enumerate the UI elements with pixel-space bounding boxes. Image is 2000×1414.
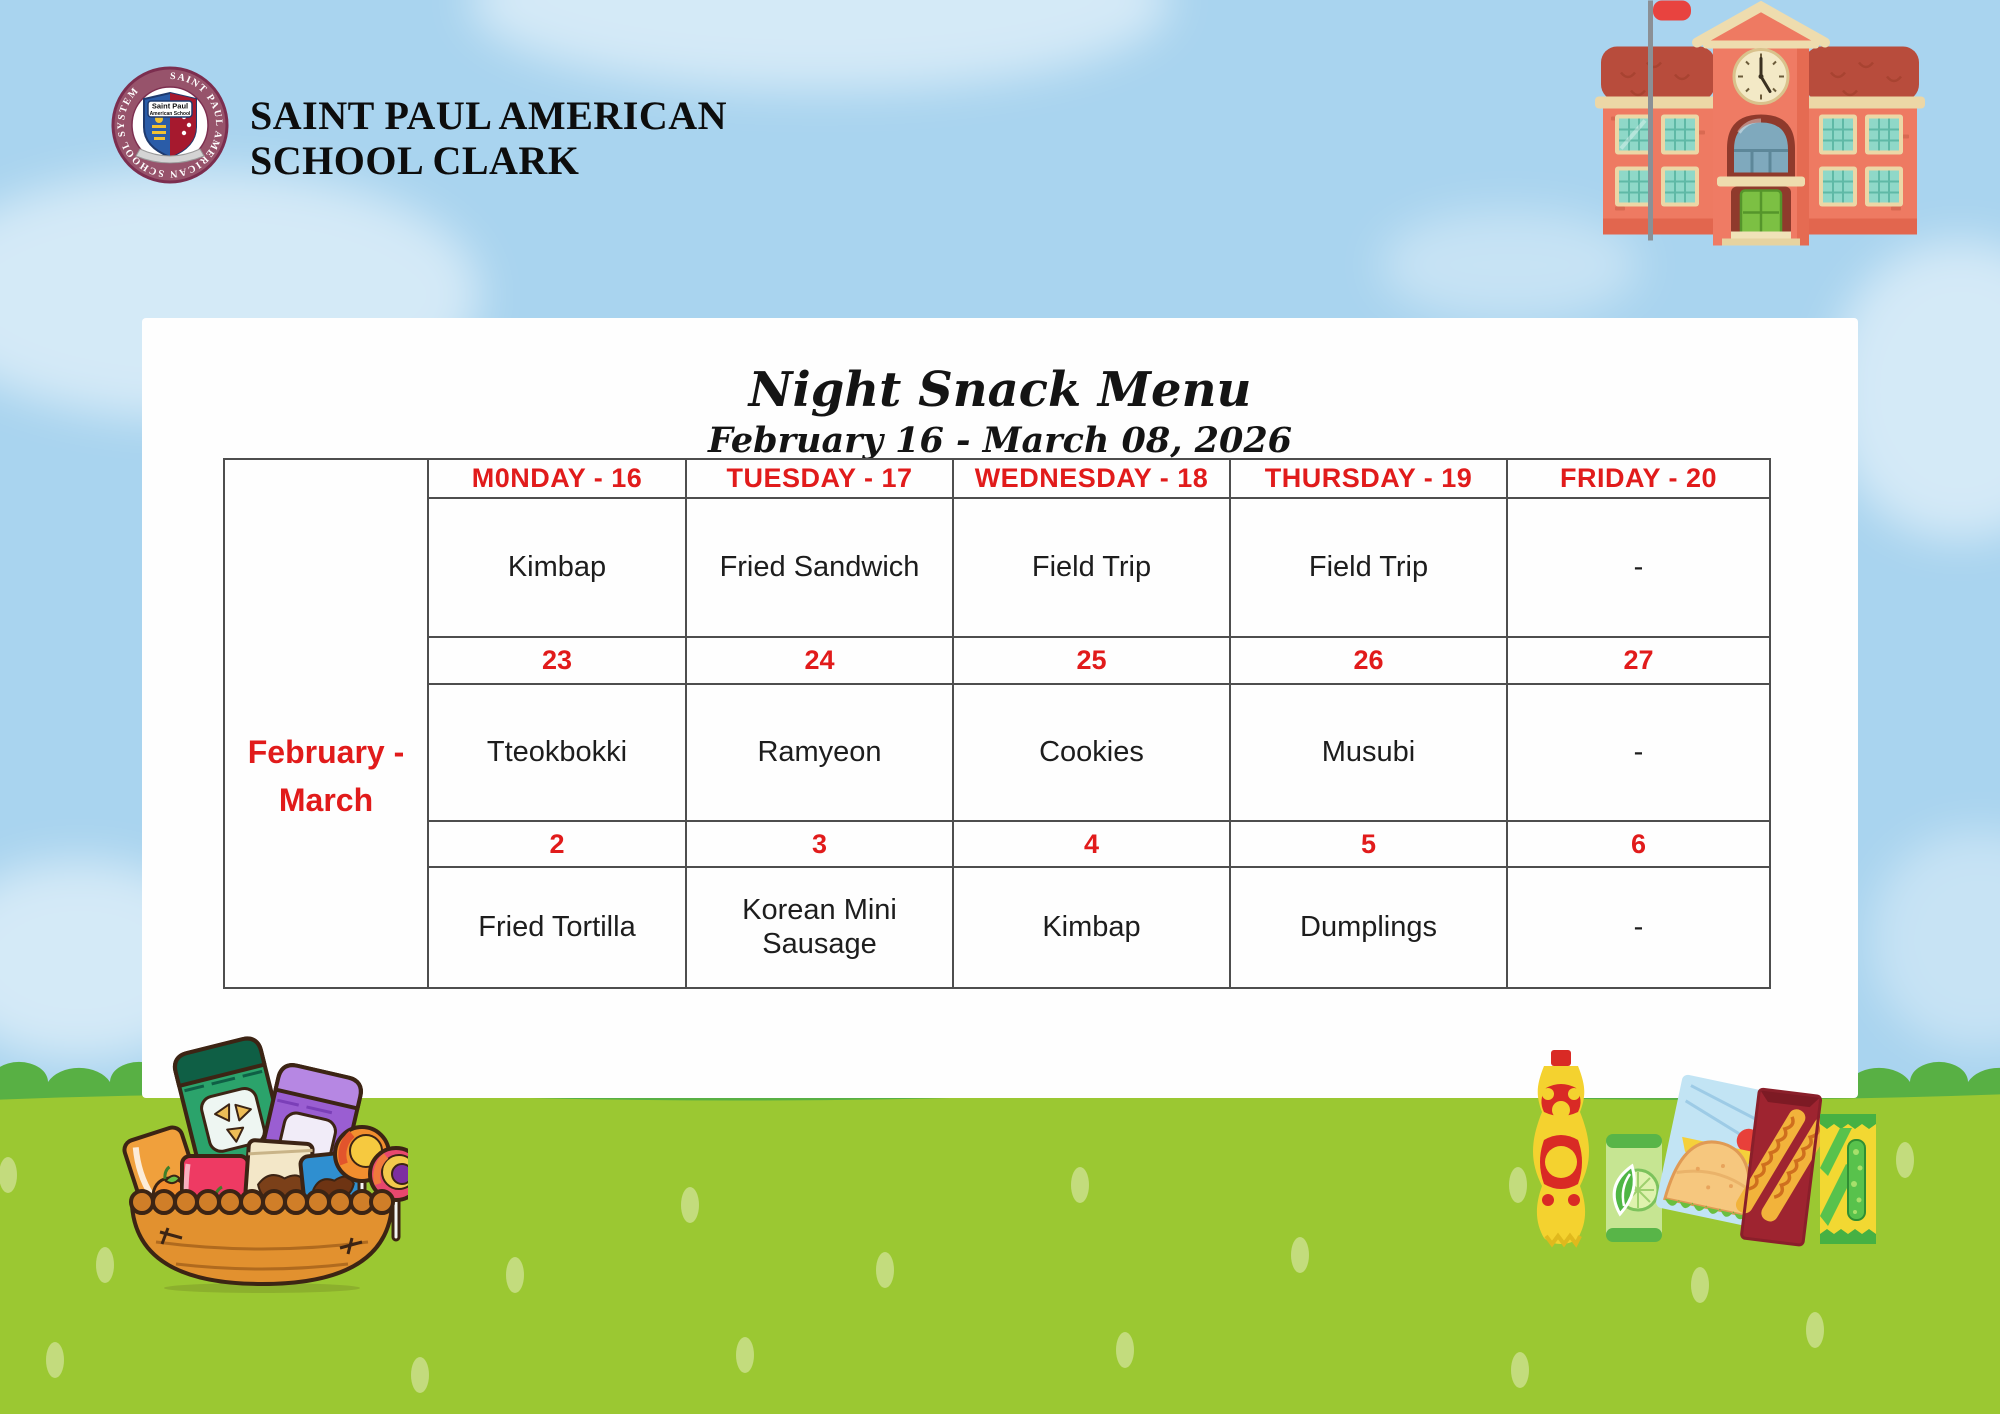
bottle: [1533, 1050, 1589, 1248]
date-cell: 26: [1229, 636, 1508, 685]
menu-cell: Field Trip: [1229, 497, 1508, 638]
date-cell: 24: [685, 636, 954, 685]
date-cell: 3: [685, 820, 954, 868]
menu-cell: Tteokbokki: [427, 683, 687, 822]
menu-cell: -: [1506, 866, 1771, 989]
school-name: SAINT PAUL AMERICAN SCHOOL CLARK: [250, 93, 727, 184]
date-cell: 25: [952, 636, 1231, 685]
menu-cell: Musubi: [1229, 683, 1508, 822]
school-seal-logo: SAINT PAUL AMERICAN SCHOOL SYSTEM Saint …: [111, 66, 229, 184]
header-cell-thursday: THURSDAY - 19: [1229, 458, 1508, 499]
menu-cell: Cookies: [952, 683, 1231, 822]
menu-cell: Dumplings: [1229, 866, 1508, 989]
menu-cell: -: [1506, 497, 1771, 638]
snack-menu-table: February - March M0NDAY - 16 TUESDAY - 1…: [223, 458, 1771, 989]
seal-banner-line2: American School: [150, 111, 191, 117]
snack-bag: [1820, 1114, 1876, 1244]
month-label: February - March: [247, 733, 405, 818]
date-cell: 4: [952, 820, 1231, 868]
header-cell-friday: FRIDAY - 20: [1506, 458, 1771, 499]
windows: [1615, 114, 1903, 207]
menu-cell: Fried Tortilla: [427, 866, 687, 989]
menu-title: Night Snack Menu: [748, 362, 1252, 418]
menu-cell: -: [1506, 683, 1771, 822]
date-cell: 5: [1229, 820, 1508, 868]
menu-cell: Kimbap: [952, 866, 1231, 989]
soda-can: [1606, 1134, 1662, 1242]
red-flag: [1653, 0, 1691, 21]
snacks-illustration: [1533, 1050, 1876, 1248]
cloud-shape: [470, 0, 1170, 90]
header-cell-tuesday: TUESDAY - 17: [685, 458, 954, 499]
cloud-shape: [1380, 210, 1640, 320]
menu-cell: Korean Mini Sausage: [685, 866, 954, 989]
date-cell: 6: [1506, 820, 1771, 868]
menu-cell: Ramyeon: [685, 683, 954, 822]
menu-date-range: February 16 - March 08, 2026: [707, 420, 1293, 461]
school-building-illustration: [1595, 0, 1925, 246]
header-cell-monday: M0NDAY - 16: [427, 458, 687, 499]
menu-cell: Kimbap: [427, 497, 687, 638]
menu-cell: Field Trip: [952, 497, 1231, 638]
corndog-box: [1735, 1087, 1831, 1247]
grass-and-bushes-illustration: [0, 1061, 2000, 1414]
seal-banner-line1: Saint Paul: [152, 102, 188, 111]
menu-card: Night Snack Menu February 16 - March 08,…: [142, 318, 1858, 1098]
school-name-line1: SAINT PAUL AMERICAN: [250, 93, 727, 138]
cloud-shape: [1870, 830, 2000, 1050]
header-cell-wednesday: WEDNESDAY - 18: [952, 458, 1231, 499]
date-cell: 23: [427, 636, 687, 685]
clock-icon: [1732, 48, 1790, 105]
date-cell: 2: [427, 820, 687, 868]
date-cell: 27: [1506, 636, 1771, 685]
school-name-line2: SCHOOL CLARK: [250, 137, 580, 183]
month-label-cell: February - March: [223, 458, 429, 989]
snack-basket-illustration: [122, 1036, 408, 1293]
flag-pole: [1648, 0, 1653, 241]
menu-cell: Fried Sandwich: [685, 497, 954, 638]
